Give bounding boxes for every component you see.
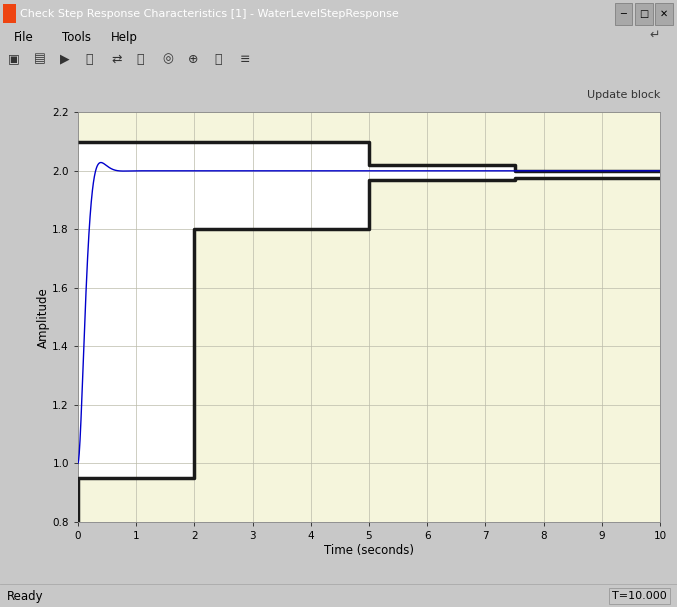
- Text: ⛶: ⛶: [214, 53, 221, 66]
- Text: Update block: Update block: [587, 90, 660, 100]
- Text: ▤: ▤: [34, 53, 45, 66]
- Text: ≡: ≡: [240, 53, 250, 66]
- Bar: [655, 2, 673, 25]
- Text: ⇄: ⇄: [111, 53, 122, 66]
- Y-axis label: Amplitude: Amplitude: [37, 287, 49, 348]
- Text: ✕: ✕: [660, 8, 668, 19]
- Text: T=10.000: T=10.000: [612, 591, 667, 601]
- Text: Ready: Ready: [7, 589, 43, 603]
- Text: ◎: ◎: [162, 53, 173, 66]
- Text: 🔍: 🔍: [137, 53, 144, 66]
- Text: ▶: ▶: [60, 53, 69, 66]
- Text: Check Step Response Characteristics [1] - WaterLevelStepResponse: Check Step Response Characteristics [1] …: [20, 8, 399, 19]
- X-axis label: Time (seconds): Time (seconds): [324, 544, 414, 557]
- Text: ▣: ▣: [8, 53, 20, 66]
- Text: Help: Help: [111, 32, 138, 44]
- Bar: [615, 2, 632, 25]
- Text: ↵: ↵: [649, 29, 660, 42]
- Text: Tools: Tools: [62, 32, 91, 44]
- Bar: [3, 4, 16, 23]
- Text: ⊕: ⊕: [188, 53, 199, 66]
- Text: ─: ─: [621, 8, 626, 19]
- Polygon shape: [78, 141, 660, 522]
- Text: File: File: [14, 32, 33, 44]
- Text: □: □: [639, 8, 649, 19]
- Text: ⏹: ⏹: [85, 53, 93, 66]
- Bar: [635, 2, 653, 25]
